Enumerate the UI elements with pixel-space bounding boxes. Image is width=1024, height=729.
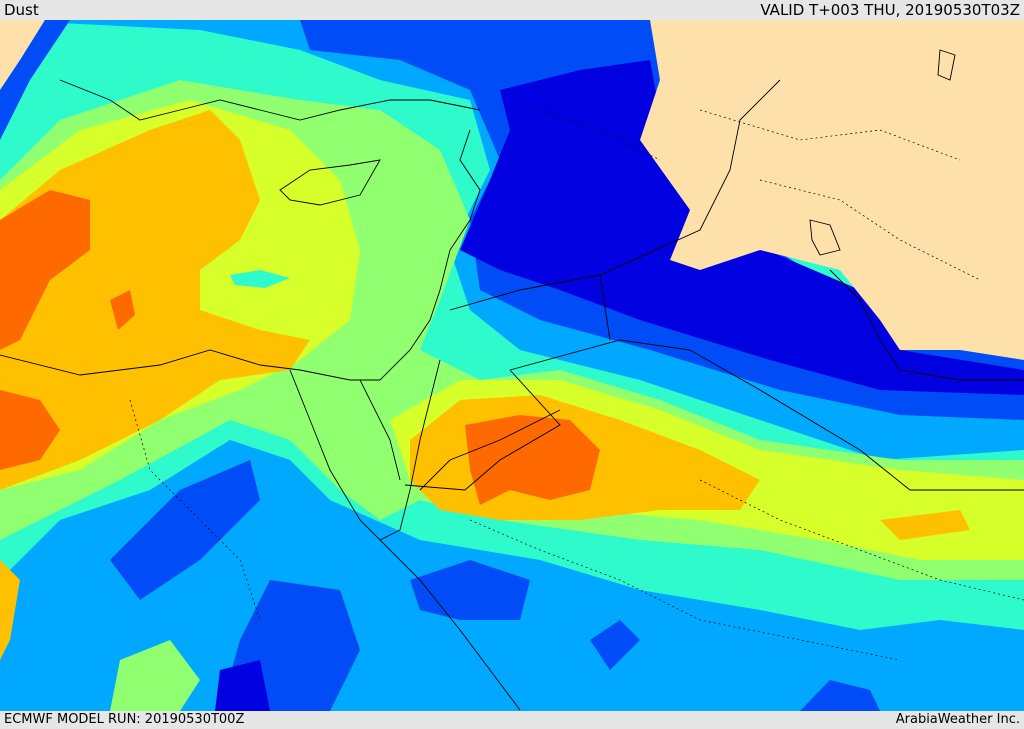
province-boundaries xyxy=(129,109,1024,661)
dust-level-2-southeast-blob xyxy=(800,680,880,711)
dust-level-5-sudan xyxy=(110,640,200,711)
dust-level-4-libya-spot xyxy=(230,270,290,288)
header-bar: Dust VALID T+003 THU, 20190530T03Z xyxy=(0,0,1024,20)
dust-free-land-northwest xyxy=(0,20,45,90)
dust-level-8-libya-north xyxy=(0,190,90,350)
coastlines xyxy=(0,49,1024,711)
dust-level-2-west-blob xyxy=(110,460,260,600)
dust-level-8-libya-south xyxy=(0,390,60,470)
credit-label: ArabiaWeather Inc. xyxy=(895,712,1020,727)
dust-level-2-south-blob xyxy=(590,620,640,670)
dust-level-7-west-edge xyxy=(0,560,20,660)
map-title: Dust xyxy=(4,1,39,19)
dust-level-8-arabia xyxy=(465,415,600,505)
map-canvas xyxy=(0,20,1024,711)
dust-free-land-iran xyxy=(640,20,1024,360)
model-run-label: ECMWF MODEL RUN: 20190530T00Z xyxy=(4,712,245,727)
country-borders xyxy=(359,79,1024,491)
dust-level-1-north xyxy=(460,60,1024,395)
dust-level-7-east-strip xyxy=(880,510,970,540)
dust-level-8-libya-spot xyxy=(110,290,135,330)
dust-level-1-sudan xyxy=(215,660,270,711)
valid-time-label: VALID T+003 THU, 20190530T03Z xyxy=(760,1,1020,19)
footer-bar: ECMWF MODEL RUN: 20190530T00Z ArabiaWeat… xyxy=(0,711,1024,729)
dust-forecast-map[interactable] xyxy=(0,20,1024,711)
